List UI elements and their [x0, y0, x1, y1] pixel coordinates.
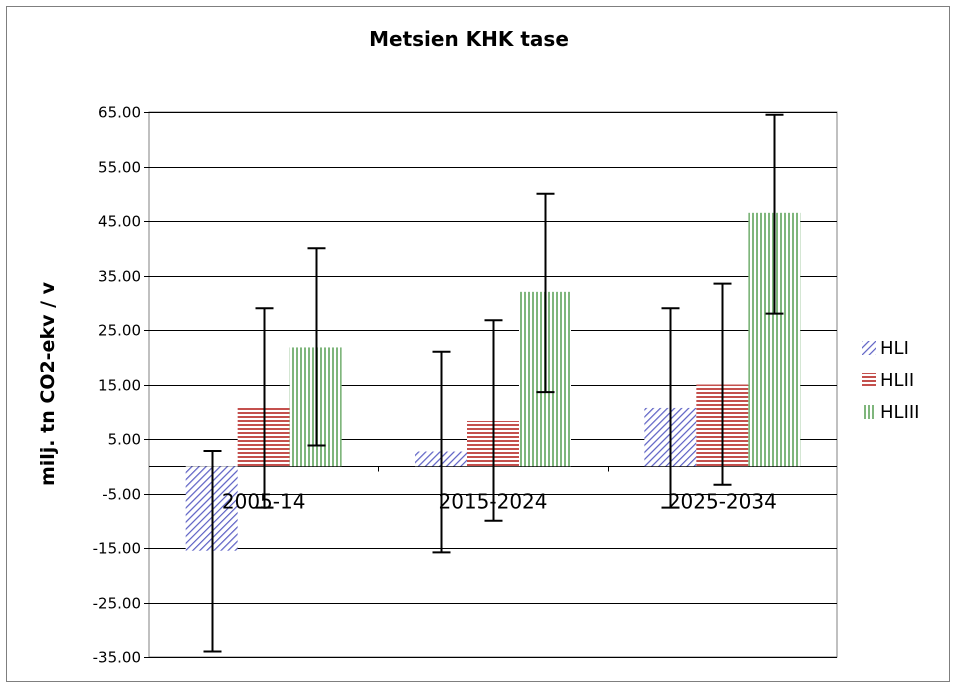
x-category-label: 2025-2034 [668, 490, 777, 514]
legend-label: HLII [880, 370, 914, 391]
y-tick-label: -15.00 [93, 540, 141, 558]
legend-swatch-hlii [862, 373, 876, 387]
y-tick-label: 15.00 [98, 377, 141, 395]
y-tick-label: 5.00 [108, 431, 141, 449]
legend-label: HLIII [880, 402, 920, 423]
legend-label: HLI [880, 338, 909, 359]
y-tick-label: 35.00 [98, 268, 141, 286]
y-axis-label: milj. tn CO2-ekv / v [37, 281, 59, 486]
y-tick-label: 65.00 [98, 104, 141, 122]
y-tick-label: -5.00 [102, 486, 141, 504]
y-tick-label: 45.00 [98, 213, 141, 231]
y-tick-label: 55.00 [98, 159, 141, 177]
y-tick-label: -25.00 [93, 595, 141, 613]
legend: HLI HLII HLIII [862, 338, 920, 423]
chart-title: Metsien KHK tase [369, 27, 569, 51]
legend-swatch-hliii [862, 405, 876, 419]
legend-swatch-hli [862, 341, 876, 355]
plot-area: 65.00 55.00 45.00 35.00 25.00 15.00 5.00 -5.00 -… [93, 104, 838, 667]
y-tick-label: 25.00 [98, 322, 141, 340]
y-tick-label: -35.00 [93, 649, 141, 667]
